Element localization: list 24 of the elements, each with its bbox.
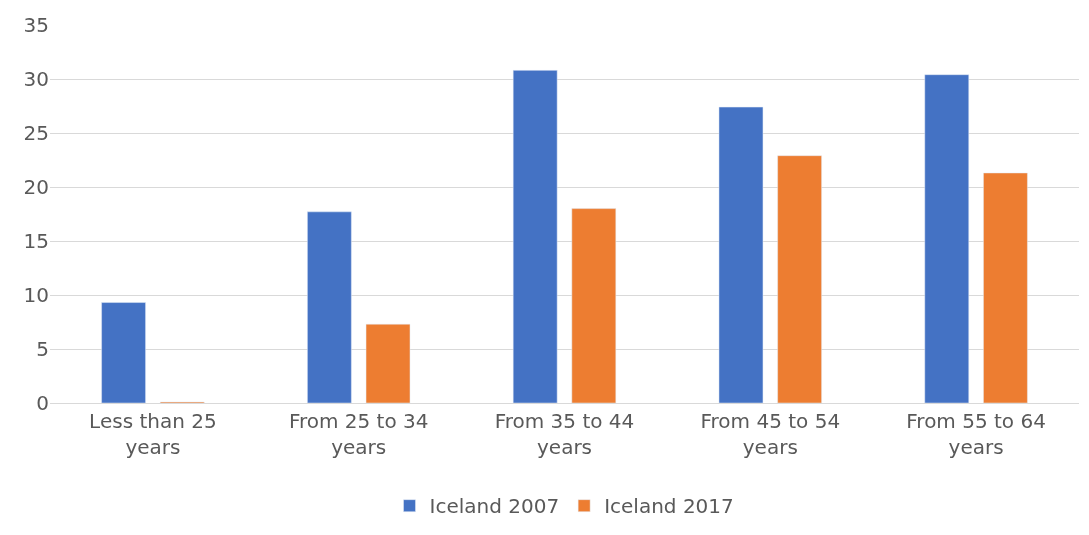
bar <box>718 106 764 403</box>
legend-label: Iceland 2007 <box>429 494 560 519</box>
x-tick-label: From 55 to 64 years <box>906 409 1046 459</box>
bar <box>571 208 617 403</box>
bar <box>365 323 411 403</box>
x-tick-label: From 25 to 34 years <box>288 409 429 459</box>
y-tick-label: 20 <box>23 175 49 199</box>
y-tick-label: 30 <box>23 67 49 91</box>
bar <box>924 74 970 403</box>
legend-label: Iceland 2017 <box>604 494 734 519</box>
bar <box>983 172 1028 403</box>
y-tick-label: 25 <box>23 121 49 145</box>
y-tick-label: 15 <box>23 229 49 253</box>
x-tick-label: From 35 to 44 years <box>494 409 635 459</box>
bar <box>101 302 146 403</box>
x-tick-label: From 45 to 54 years <box>700 409 841 459</box>
y-tick-label: 5 <box>36 337 49 361</box>
bar <box>307 211 352 403</box>
y-tick-label: 35 <box>23 13 49 37</box>
y-tick-label: 0 <box>36 391 49 415</box>
y-tick-label: 10 <box>23 283 49 307</box>
bar <box>512 70 558 403</box>
bar <box>777 155 822 403</box>
x-tick-label: Less than 25 years <box>89 409 217 459</box>
